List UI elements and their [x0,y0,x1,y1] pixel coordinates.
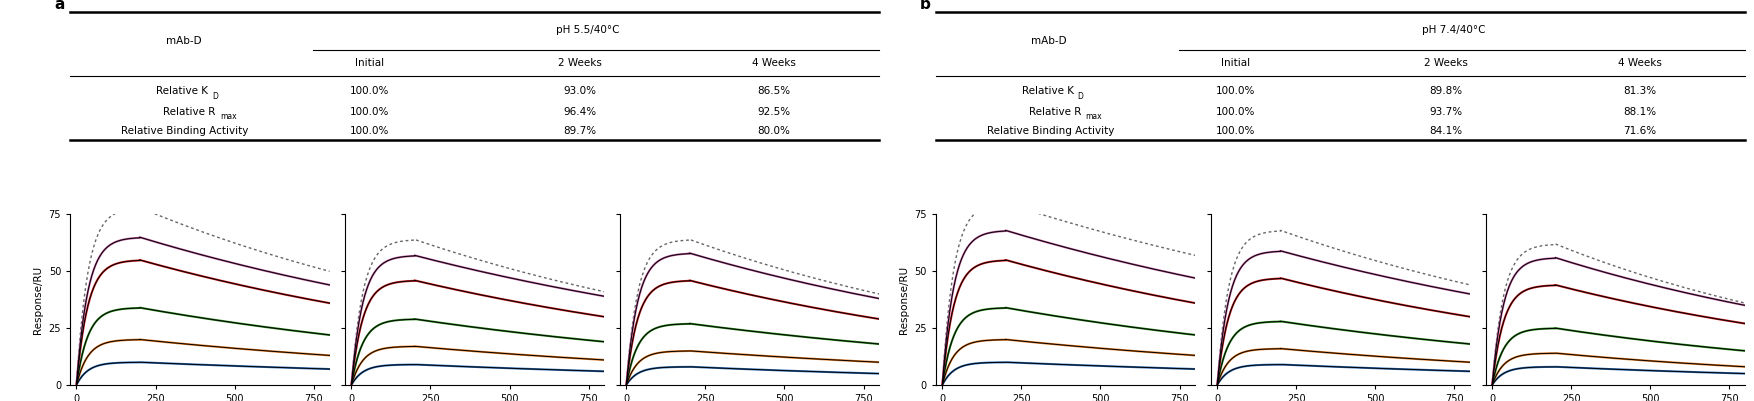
Text: 71.6%: 71.6% [1624,126,1656,136]
Y-axis label: Response/RU: Response/RU [900,265,909,334]
Text: 93.7%: 93.7% [1430,107,1463,117]
Text: b: b [919,0,931,12]
Text: Relative K: Relative K [1021,86,1073,96]
Text: 100.0%: 100.0% [1216,107,1256,117]
Text: 93.0%: 93.0% [563,86,596,96]
Text: 89.8%: 89.8% [1430,86,1463,96]
Text: pH 7.4/40°C: pH 7.4/40°C [1422,25,1486,35]
Text: a: a [54,0,65,12]
Text: 81.3%: 81.3% [1624,86,1656,96]
Text: 84.1%: 84.1% [1430,126,1463,136]
Text: D: D [212,92,217,101]
Text: Initial: Initial [354,58,384,68]
Text: max: max [219,112,237,122]
Text: 4 Weeks: 4 Weeks [752,58,796,68]
Text: 80.0%: 80.0% [758,126,791,136]
Text: Relative R: Relative R [163,107,216,117]
Text: 100.0%: 100.0% [349,86,389,96]
Text: 89.7%: 89.7% [563,126,596,136]
Text: max: max [1086,112,1102,122]
Text: 100.0%: 100.0% [1216,86,1256,96]
Text: Relative K: Relative K [156,86,207,96]
Y-axis label: Response/RU: Response/RU [33,265,44,334]
Text: mAb-D: mAb-D [1031,36,1066,47]
Text: Relative R: Relative R [1030,107,1082,117]
Text: 2 Weeks: 2 Weeks [1424,58,1468,68]
Text: Relative Binding Activity: Relative Binding Activity [988,126,1114,136]
Text: 96.4%: 96.4% [563,107,596,117]
Text: 92.5%: 92.5% [758,107,791,117]
Text: 100.0%: 100.0% [349,126,389,136]
Text: 88.1%: 88.1% [1624,107,1656,117]
Text: 100.0%: 100.0% [1216,126,1256,136]
Text: pH 5.5/40°C: pH 5.5/40°C [556,25,619,35]
Text: 2 Weeks: 2 Weeks [558,58,602,68]
Text: mAb-D: mAb-D [165,36,202,47]
Text: D: D [1077,92,1084,101]
Text: 4 Weeks: 4 Weeks [1619,58,1663,68]
Text: Initial: Initial [1221,58,1251,68]
Text: Relative Binding Activity: Relative Binding Activity [121,126,247,136]
Text: 100.0%: 100.0% [349,107,389,117]
Text: 86.5%: 86.5% [758,86,791,96]
